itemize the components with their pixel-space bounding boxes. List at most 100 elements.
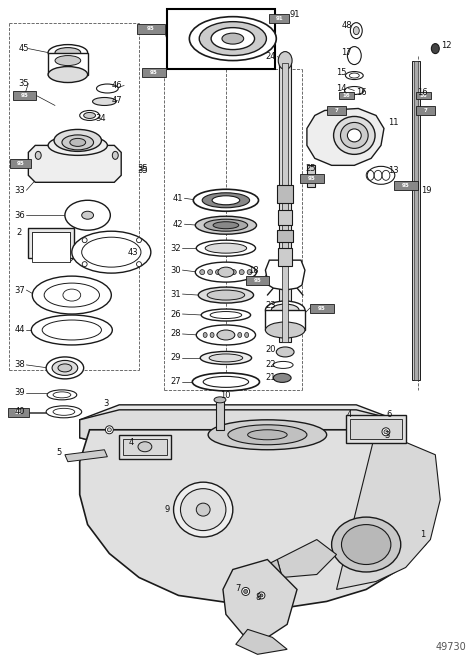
Text: 12: 12 <box>441 41 452 50</box>
Ellipse shape <box>108 428 111 432</box>
Text: 7: 7 <box>423 108 428 113</box>
Text: 2: 2 <box>17 228 22 237</box>
Text: 91: 91 <box>275 16 283 21</box>
Bar <box>411 60 419 380</box>
Text: 46: 46 <box>111 81 122 90</box>
Text: 26: 26 <box>171 310 181 319</box>
Text: 95: 95 <box>147 26 155 31</box>
Polygon shape <box>80 430 435 607</box>
Ellipse shape <box>347 47 361 64</box>
Ellipse shape <box>222 33 244 44</box>
Polygon shape <box>228 560 282 598</box>
Bar <box>216 400 224 430</box>
Ellipse shape <box>210 333 214 337</box>
Polygon shape <box>236 629 287 654</box>
Text: 3: 3 <box>103 400 109 408</box>
Polygon shape <box>223 560 297 638</box>
Ellipse shape <box>173 482 233 537</box>
Ellipse shape <box>137 262 141 266</box>
Text: 8: 8 <box>255 593 261 602</box>
Ellipse shape <box>32 276 111 314</box>
Text: 38: 38 <box>15 360 25 369</box>
Text: 47: 47 <box>111 96 122 105</box>
Ellipse shape <box>55 56 81 66</box>
Ellipse shape <box>213 222 239 229</box>
Ellipse shape <box>193 190 258 211</box>
Polygon shape <box>307 108 384 165</box>
Ellipse shape <box>217 330 235 340</box>
Ellipse shape <box>273 361 293 369</box>
Text: 34: 34 <box>96 114 106 123</box>
Ellipse shape <box>70 138 86 146</box>
Ellipse shape <box>62 135 93 150</box>
Text: 11: 11 <box>388 118 399 127</box>
Ellipse shape <box>138 441 152 452</box>
Polygon shape <box>277 539 337 577</box>
Ellipse shape <box>332 517 401 572</box>
Ellipse shape <box>346 72 363 79</box>
Ellipse shape <box>273 373 291 382</box>
Ellipse shape <box>231 270 236 275</box>
Polygon shape <box>80 410 396 448</box>
Ellipse shape <box>192 373 259 391</box>
Text: 5: 5 <box>56 448 61 457</box>
Ellipse shape <box>260 594 263 597</box>
Ellipse shape <box>97 84 118 93</box>
Ellipse shape <box>35 152 41 159</box>
Bar <box>142 68 165 77</box>
Bar <box>265 310 305 330</box>
Ellipse shape <box>238 333 242 337</box>
Text: 25: 25 <box>305 164 315 173</box>
Ellipse shape <box>195 262 256 282</box>
Ellipse shape <box>198 287 254 303</box>
Text: 44: 44 <box>15 325 25 335</box>
Polygon shape <box>337 430 440 590</box>
Text: 19: 19 <box>421 186 432 195</box>
Text: 36: 36 <box>15 211 25 220</box>
Bar <box>300 174 324 183</box>
Ellipse shape <box>384 430 388 434</box>
Ellipse shape <box>203 333 207 337</box>
Ellipse shape <box>209 354 243 362</box>
Ellipse shape <box>218 267 234 277</box>
Text: 7: 7 <box>236 584 241 593</box>
Bar <box>28 228 74 258</box>
Ellipse shape <box>431 43 439 54</box>
Text: 22: 22 <box>265 360 276 369</box>
Ellipse shape <box>46 406 82 418</box>
Ellipse shape <box>231 333 235 337</box>
Text: 95: 95 <box>150 70 158 75</box>
Text: 35: 35 <box>18 79 29 88</box>
Text: 4: 4 <box>129 438 134 447</box>
Text: 16: 16 <box>418 88 428 97</box>
Bar <box>32 232 70 262</box>
Ellipse shape <box>200 270 205 275</box>
Ellipse shape <box>48 66 88 83</box>
Text: 49730: 49730 <box>435 642 466 652</box>
Bar <box>338 91 355 100</box>
Ellipse shape <box>265 301 305 319</box>
Bar <box>307 165 315 188</box>
Text: 39: 39 <box>15 388 25 398</box>
Bar <box>123 439 167 455</box>
Text: 35: 35 <box>137 166 147 175</box>
Ellipse shape <box>239 270 244 275</box>
Text: 1: 1 <box>420 530 426 539</box>
Text: 15: 15 <box>337 68 347 77</box>
Text: 30: 30 <box>171 266 181 275</box>
Text: 18: 18 <box>247 266 258 275</box>
Text: 95: 95 <box>15 410 22 415</box>
Polygon shape <box>265 260 305 290</box>
Text: 9: 9 <box>164 505 170 514</box>
Ellipse shape <box>242 588 250 596</box>
Bar <box>277 185 293 203</box>
Bar <box>416 106 435 115</box>
Text: 27: 27 <box>171 377 181 386</box>
Text: 41: 41 <box>173 194 183 203</box>
Bar <box>137 24 164 33</box>
Ellipse shape <box>207 290 245 300</box>
Bar <box>32 232 70 254</box>
Text: 4: 4 <box>346 410 352 419</box>
Ellipse shape <box>204 219 247 231</box>
Ellipse shape <box>80 110 100 121</box>
